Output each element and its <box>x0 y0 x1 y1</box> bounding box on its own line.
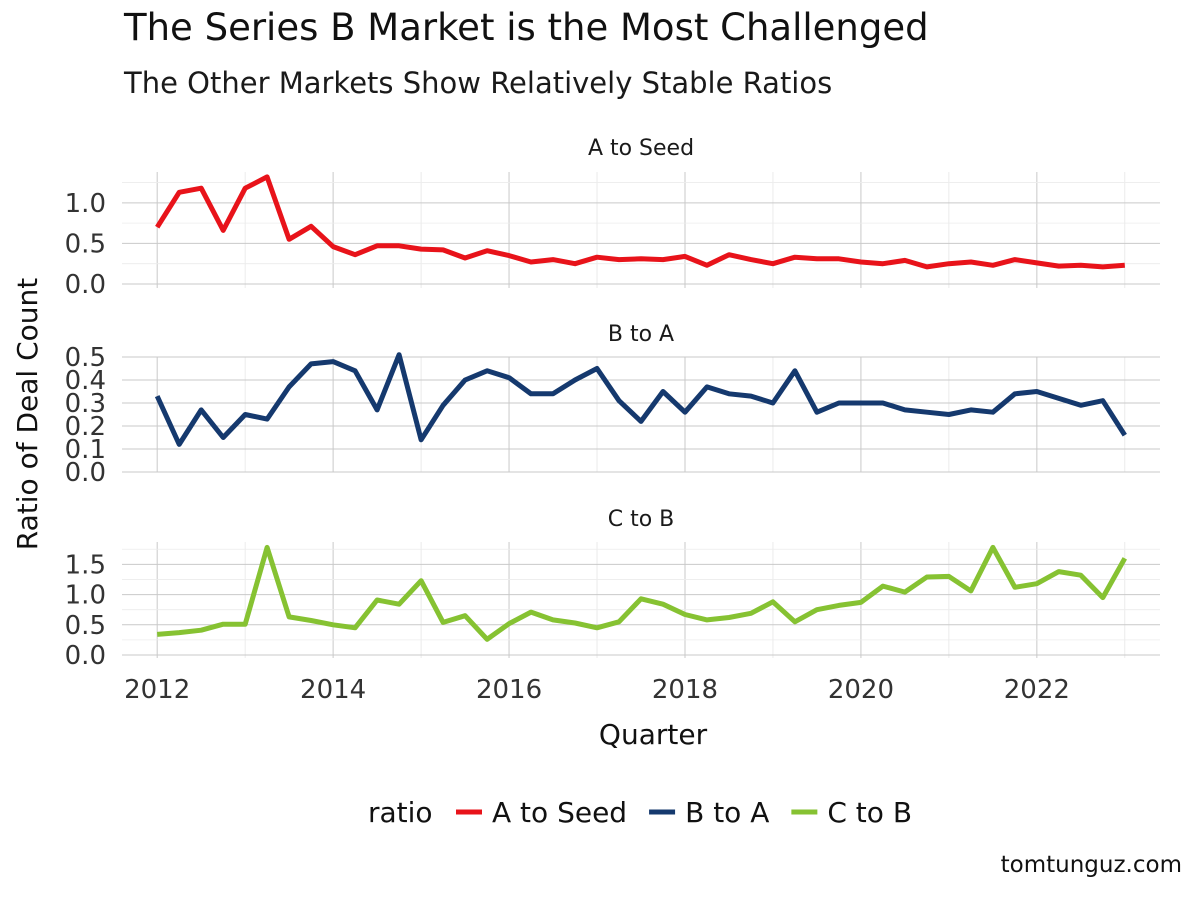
x-tick-label: 2012 <box>124 675 190 705</box>
series-line-3 <box>156 544 1127 642</box>
facet-label-3: C to B <box>608 507 675 532</box>
y-tick-label: 0.1 <box>65 435 106 465</box>
y-tick-label: 0.4 <box>65 366 106 396</box>
x-tick-label: 2016 <box>476 675 542 705</box>
legend-label-2: B to A <box>685 796 769 829</box>
y-tick-label: 0.5 <box>65 343 106 373</box>
facet-label-1: A to Seed <box>588 136 694 161</box>
y-tick-label: 0.5 <box>65 229 106 259</box>
x-tick-label: 2014 <box>300 675 366 705</box>
y-tick-label: 0.0 <box>65 270 106 300</box>
legend-label-1: A to Seed <box>492 796 627 829</box>
y-tick-label: 1.0 <box>65 189 106 219</box>
y-tick-label: 1.0 <box>65 581 106 611</box>
legend-title: ratio <box>368 796 433 829</box>
chart-subtitle: The Other Markets Show Relatively Stable… <box>124 66 833 100</box>
x-axis-title: Quarter <box>599 718 708 751</box>
series-line-2 <box>154 352 1127 447</box>
y-tick-label: 0.0 <box>65 458 106 488</box>
x-tick-label: 2018 <box>652 675 718 705</box>
y-tick-label: 1.5 <box>65 550 106 580</box>
y-tick-label: 0.2 <box>65 412 106 442</box>
y-tick-label: 0.5 <box>65 611 106 641</box>
x-tick-label: 2020 <box>828 675 894 705</box>
x-tick-label: 2022 <box>1004 675 1070 705</box>
facet-label-2: B to A <box>608 322 674 347</box>
legend-label-3: C to B <box>827 796 912 829</box>
chart-title: The Series B Market is the Most Challeng… <box>124 6 929 49</box>
y-axis-title: Ratio of Deal Count <box>11 278 44 550</box>
series-line-1 <box>155 174 1125 270</box>
y-tick-label: 0.0 <box>65 641 106 671</box>
y-tick-label: 0.3 <box>65 389 106 419</box>
source-credit: tomtunguz.com <box>1000 852 1182 878</box>
